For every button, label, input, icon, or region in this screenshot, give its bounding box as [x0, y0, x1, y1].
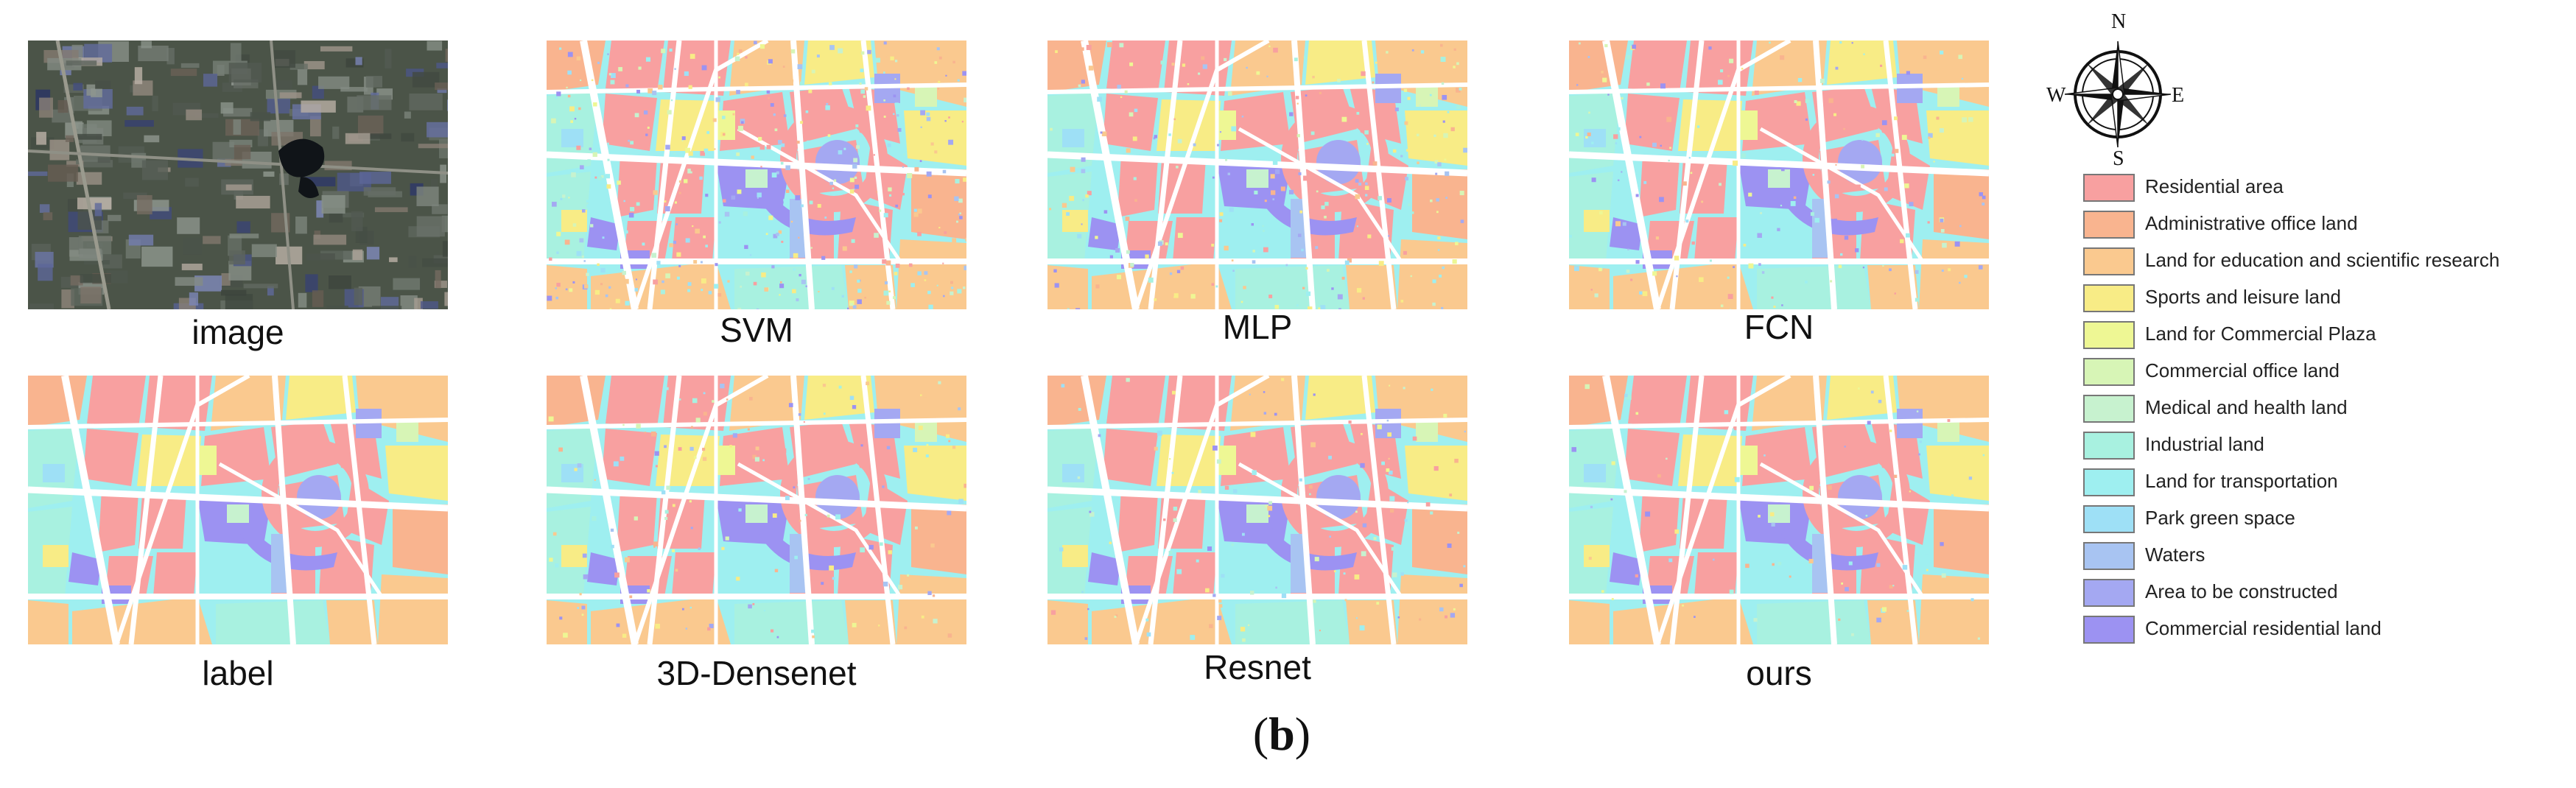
- legend-swatch: [2083, 211, 2135, 239]
- fcn-land-use-map: [1569, 41, 1989, 309]
- panel-svm: [547, 41, 966, 309]
- legend-item: Administrative office land: [2083, 206, 2569, 243]
- legend-item: Residential area: [2083, 169, 2569, 206]
- caption-mlp: MLP: [1222, 308, 1293, 346]
- legend-item: Sports and leisure land: [2083, 280, 2569, 317]
- legend-swatch: [2083, 358, 2135, 386]
- legend-swatch: [2083, 432, 2135, 460]
- svm-land-use-map: [547, 41, 966, 309]
- legend-item: Land for Commercial Plaza: [2083, 317, 2569, 353]
- legend-swatch: [2083, 616, 2135, 644]
- legend-item: Industrial land: [2083, 427, 2569, 464]
- caption-densenet: 3D-Densenet: [656, 654, 857, 692]
- compass-east-label: E: [2172, 84, 2185, 107]
- legend-label: Park green space: [2145, 507, 2295, 529]
- compass-rose: N S E W: [2040, 10, 2195, 170]
- satellite-image: [28, 41, 448, 309]
- legend-swatch: [2083, 321, 2135, 349]
- legend: Residential area Administrative office la…: [2083, 169, 2569, 648]
- legend-swatch: [2083, 174, 2135, 202]
- legend-swatch: [2083, 505, 2135, 533]
- legend-item: Commercial office land: [2083, 353, 2569, 390]
- legend-item: Park green space: [2083, 501, 2569, 538]
- caption-svm: SVM: [720, 311, 793, 349]
- legend-swatch: [2083, 542, 2135, 570]
- legend-label: Area to be constructed: [2145, 580, 2338, 602]
- caption-fcn: FCN: [1744, 308, 1814, 346]
- legend-label: Industrial land: [2145, 433, 2264, 455]
- figure-label: (b): [1208, 707, 1355, 761]
- panel-label: [28, 376, 448, 644]
- legend-item: Medical and health land: [2083, 390, 2569, 427]
- compass-south-label: S: [2113, 147, 2124, 170]
- legend-label: Commercial office land: [2145, 359, 2340, 381]
- caption-label: label: [202, 654, 274, 692]
- panel-mlp: [1047, 41, 1467, 309]
- legend-swatch: [2083, 284, 2135, 312]
- figure-label-close: ): [1294, 708, 1311, 760]
- legend-swatch: [2083, 579, 2135, 607]
- compass-north-label: N: [2111, 10, 2127, 33]
- legend-item: Area to be constructed: [2083, 574, 2569, 611]
- legend-label: Medical and health land: [2145, 396, 2348, 418]
- figure-label-letter: b: [1268, 708, 1295, 760]
- legend-swatch: [2083, 468, 2135, 496]
- legend-label: Land for transportation: [2145, 470, 2338, 492]
- legend-item: Waters: [2083, 538, 2569, 574]
- legend-label: Land for education and scientific resear…: [2145, 249, 2500, 271]
- densenet-land-use-map: [547, 376, 966, 644]
- panel-resnet: [1047, 376, 1467, 644]
- compass-icon: [2064, 41, 2172, 148]
- legend-label: Commercial residential land: [2145, 617, 2382, 639]
- figure-label-open: (: [1252, 708, 1269, 760]
- legend-label: Administrative office land: [2145, 212, 2358, 234]
- ours-land-use-map: [1569, 376, 1989, 644]
- panel-ours: [1569, 376, 1989, 644]
- resnet-land-use-map: [1047, 376, 1467, 644]
- legend-label: Residential area: [2145, 175, 2284, 197]
- legend-item: Land for transportation: [2083, 464, 2569, 501]
- legend-item: Commercial residential land: [2083, 611, 2569, 648]
- panel-densenet: [547, 376, 966, 644]
- legend-swatch: [2083, 247, 2135, 275]
- compass-west-label: W: [2046, 84, 2066, 107]
- legend-label: Sports and leisure land: [2145, 286, 2341, 308]
- legend-label: Waters: [2145, 543, 2205, 566]
- legend-swatch: [2083, 395, 2135, 423]
- legend-item: Land for education and scientific resear…: [2083, 243, 2569, 280]
- legend-label: Land for Commercial Plaza: [2145, 323, 2376, 345]
- panel-image: [28, 41, 448, 309]
- caption-image: image: [192, 313, 284, 351]
- mlp-land-use-map: [1047, 41, 1467, 309]
- panel-fcn: [1569, 41, 1989, 309]
- label-land-use-map: [28, 376, 448, 644]
- caption-resnet: Resnet: [1204, 648, 1311, 686]
- caption-ours: ours: [1746, 654, 1812, 692]
